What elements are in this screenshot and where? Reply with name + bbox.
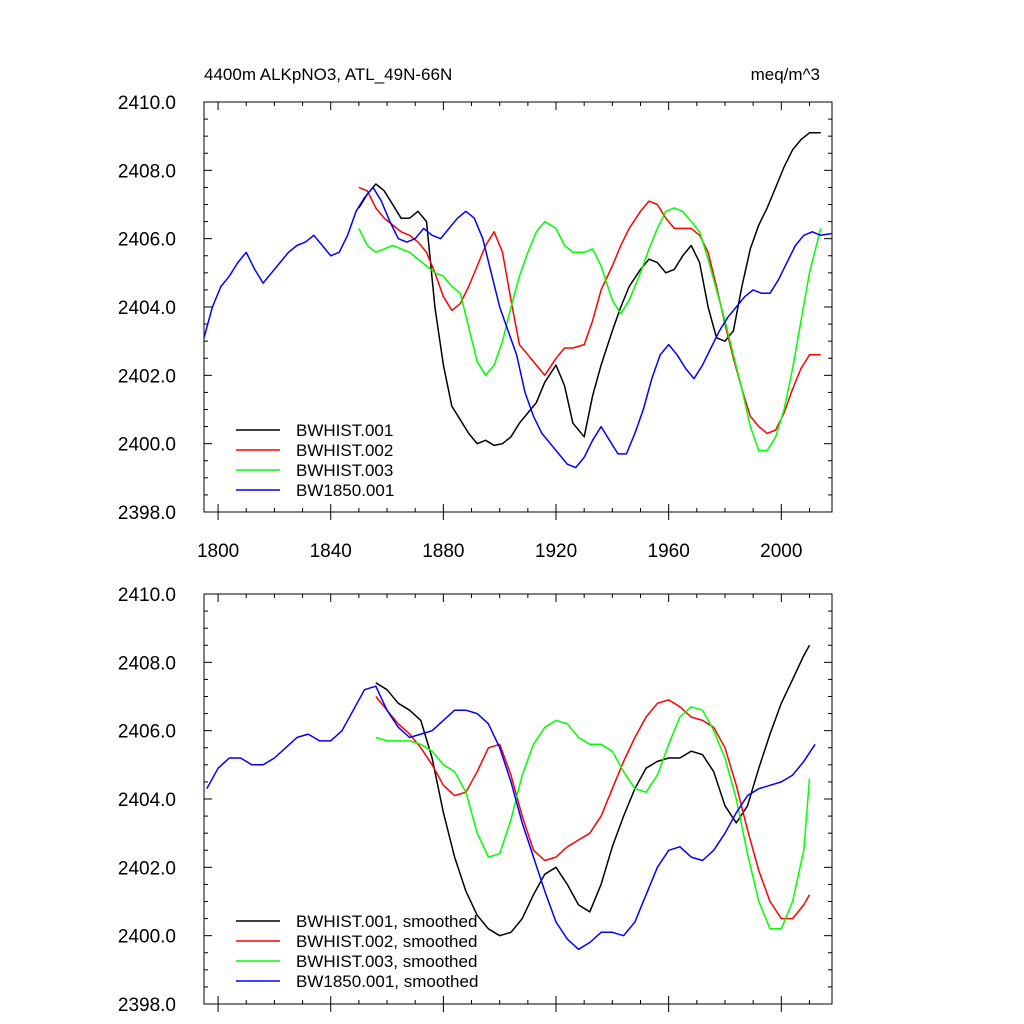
series-line — [375, 644, 811, 937]
series-line — [358, 132, 821, 447]
y-tick-label: 2400.0 — [118, 927, 176, 948]
units-label: meq/m^3 — [751, 65, 820, 84]
series-line — [375, 706, 811, 930]
legend-label: BWHIST.002 — [296, 441, 393, 460]
legend-label: BW1850.001 — [296, 481, 394, 500]
y-tick-label: 2402.0 — [118, 366, 176, 387]
y-tick-label: 2400.0 — [118, 435, 176, 456]
y-tick-label: 2408.0 — [118, 161, 176, 182]
y-tick-label: 2410.0 — [118, 585, 176, 606]
x-tick-label: 1800 — [197, 541, 239, 562]
y-tick-label: 2402.0 — [118, 858, 176, 879]
y-tick-label: 2398.0 — [118, 503, 176, 524]
y-tick-label: 2406.0 — [118, 722, 176, 743]
y-tick-label: 2404.0 — [118, 298, 176, 319]
x-tick-label: 1840 — [310, 541, 352, 562]
x-tick-label: 1920 — [535, 541, 577, 562]
series-line — [204, 186, 832, 469]
y-tick-label: 2410.0 — [118, 93, 176, 114]
y-tick-label: 2404.0 — [118, 790, 176, 811]
x-tick-label: 2000 — [760, 541, 802, 562]
legend-label: BW1850.001, smoothed — [296, 972, 478, 991]
y-tick-label: 2398.0 — [118, 995, 176, 1016]
legend-label: BWHIST.001 — [296, 421, 393, 440]
top-panel: 2398.0 2400.0 2402.0 2404.0 2406.0 2408.0 2410… — [118, 93, 833, 562]
legend-label: BWHIST.003 — [296, 461, 393, 480]
y-tick-label: 2406.0 — [118, 230, 176, 251]
series-line — [358, 186, 821, 435]
legend-label: BWHIST.001, smoothed — [296, 912, 477, 931]
legend-label: BWHIST.003, smoothed — [296, 952, 477, 971]
series-line — [206, 685, 816, 951]
x-tick-label: 1960 — [648, 541, 690, 562]
series-line — [358, 207, 822, 452]
chart-title: 4400m ALKpNO3, ATL_49N-66N — [204, 65, 452, 84]
x-tick-label: 1880 — [422, 541, 464, 562]
series-line — [375, 696, 811, 920]
bottom-panel: 2398.0 2400.0 2402.0 2404.0 2406.0 2408.0 2410… — [118, 585, 833, 1016]
y-tick-label: 2408.0 — [118, 653, 176, 674]
legend-label: BWHIST.002, smoothed — [296, 932, 477, 951]
